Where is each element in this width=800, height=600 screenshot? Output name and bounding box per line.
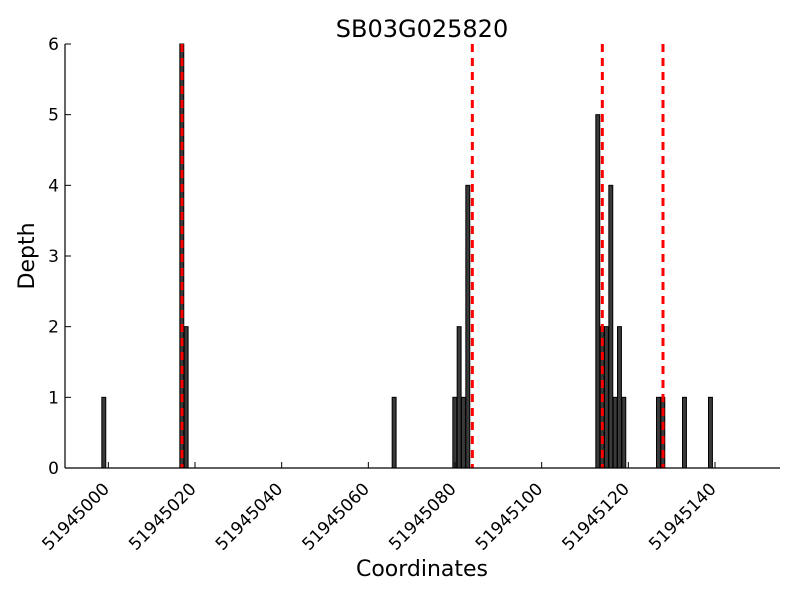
x-axis-label: Coordinates [356,557,488,582]
bar [595,114,601,469]
x-tick-label: 51945140 [645,479,720,554]
y-tick-label: 4 [48,176,59,196]
y-axis-label: Depth [15,222,40,289]
bar [456,326,462,469]
x-tick-label: 51945060 [299,479,374,554]
bar [617,326,622,469]
y-tick-label: 2 [48,318,59,338]
bar [682,396,687,469]
x-ticks-group: 51945000 51945020 51945040 51945060 51945080… [39,462,721,555]
bar [621,396,627,469]
x-tick-label: 51945000 [39,479,114,554]
bar [101,396,107,469]
dashed-markers-group [180,44,665,468]
bar [656,396,661,469]
y-ticks-group: 0 1 2 3 4 5 6 [48,35,71,479]
plot-area: 51945000 51945020 51945040 51945060 51945080… [39,35,780,555]
bar [604,326,609,469]
chart-title: SB03G025820 [336,15,508,43]
bar [708,396,713,469]
bar [608,184,614,469]
bars-group [101,43,713,469]
x-tick-label: 51945020 [125,479,200,554]
x-tick-label: 51945120 [559,479,634,554]
bar [452,396,458,469]
x-tick-label: 51945100 [472,479,547,554]
x-tick-label: 51945080 [385,479,460,554]
bar [612,396,618,469]
bar [391,396,397,469]
y-tick-label: 3 [48,247,59,267]
x-tick-label: 51945040 [212,479,287,554]
bar [465,184,471,469]
bar [183,326,189,469]
y-tick-label: 1 [48,388,59,408]
y-tick-label: 0 [48,459,59,479]
bar [461,396,466,469]
y-tick-label: 5 [48,106,59,126]
y-tick-label: 6 [48,35,59,55]
